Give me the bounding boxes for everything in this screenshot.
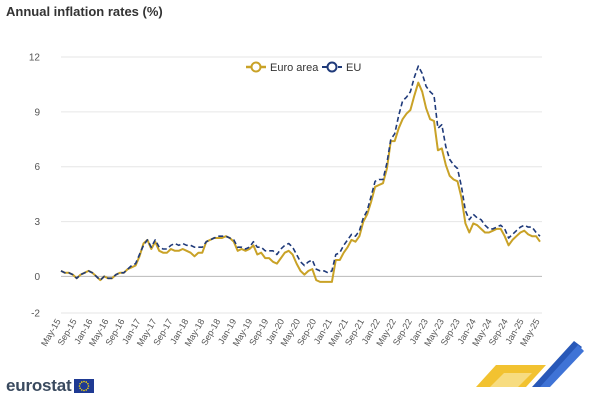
y-tick-label: -2 (31, 309, 40, 320)
legend-item-eu[interactable]: EU (322, 61, 361, 74)
legend-item-euro-area[interactable]: Euro area (246, 61, 319, 74)
y-tick-label: 9 (34, 107, 40, 118)
legend-marker-euro-area (250, 61, 262, 73)
y-tick-label: 3 (34, 217, 40, 228)
eurostat-logo: eurostat (6, 376, 95, 396)
legend-marker-eu (326, 61, 338, 73)
legend[interactable]: Euro area EU (246, 61, 361, 74)
grid-lines (61, 56, 542, 314)
x-axis-ticks: May-15Sep-15Jan-16May-16Sep-16Jan-17May-… (39, 317, 542, 348)
chart-title: Annual inflation rates (%) (6, 4, 163, 19)
legend-label-eu: EU (346, 62, 361, 74)
series-line-euro-area (60, 81, 541, 283)
y-tick-label: 12 (29, 53, 41, 64)
series-lines (60, 65, 541, 283)
series-line-eu (60, 65, 541, 281)
y-tick-label: 6 (34, 162, 40, 173)
brand-name: eurostat (6, 376, 72, 395)
y-tick-label: 0 (34, 272, 40, 283)
y-axis-ticks: -2 0 3 6 9 12 (29, 53, 41, 320)
eurostat-corner-logo-icon (476, 341, 584, 387)
eu-flag-icon (74, 379, 95, 393)
legend-label-euro-area: Euro area (270, 62, 319, 74)
